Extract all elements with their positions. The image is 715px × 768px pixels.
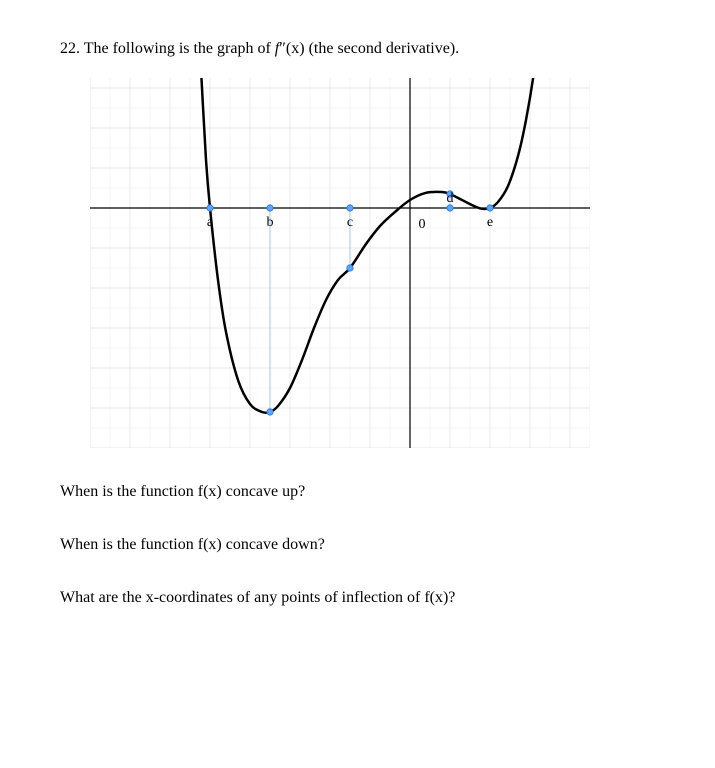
chart-container: a b c d e 0 (90, 78, 655, 448)
marker-b (267, 205, 273, 211)
marker-label-c: c (347, 215, 353, 230)
intro-func-arg: (x) (286, 40, 305, 57)
intro-prefix: The following is the graph of (84, 40, 275, 57)
origin-label: 0 (419, 217, 426, 232)
question-concave-down: When is the function f(x) concave down? (60, 536, 655, 554)
marker-b-curve (267, 409, 273, 415)
marker-c-curve (347, 265, 353, 271)
intro-suffix: (the second derivative). (309, 40, 460, 57)
marker-label-e: e (487, 215, 493, 230)
marker-e (487, 205, 493, 211)
problem-intro: 22. The following is the graph of f″(x) … (60, 40, 655, 58)
question-concave-up: When is the function f(x) concave up? (60, 483, 655, 501)
marker-c (347, 205, 353, 211)
marker-label-a: a (207, 215, 214, 230)
intro-func-primes: ″ (279, 40, 286, 57)
question-inflection: What are the x-coordinates of any points… (60, 589, 655, 607)
marker-label-b: b (267, 215, 274, 230)
marker-a (207, 205, 213, 211)
marker-label-d: d (447, 191, 454, 206)
second-derivative-chart: a b c d e 0 (90, 78, 590, 448)
problem-number: 22. (60, 40, 80, 57)
